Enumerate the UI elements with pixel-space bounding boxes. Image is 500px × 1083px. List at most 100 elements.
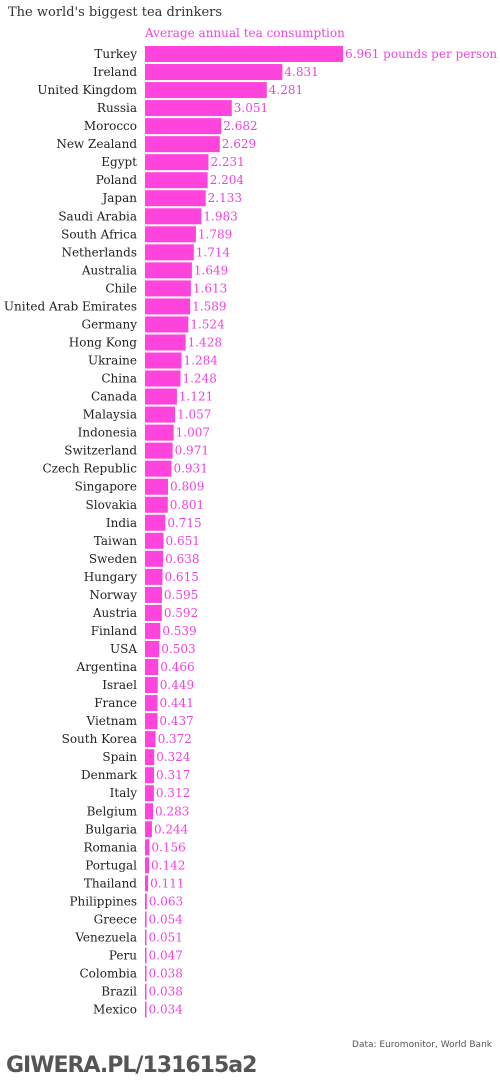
category-label: Australia [81, 263, 137, 277]
value-label: 0.615 [164, 570, 198, 584]
bar [145, 118, 222, 135]
category-label: Chile [105, 281, 137, 295]
category-label: Thailand [84, 876, 137, 890]
category-label: Romania [83, 840, 137, 854]
bar [145, 298, 191, 315]
category-label: Austria [92, 606, 137, 620]
bar [145, 226, 196, 243]
value-label: 0.038 [149, 967, 183, 981]
bar [145, 82, 267, 99]
category-label: Saudi Arabia [58, 209, 137, 223]
bar [145, 695, 158, 712]
category-label: USA [110, 642, 137, 656]
category-label: Germany [82, 317, 138, 331]
category-label: Vietnam [86, 714, 138, 728]
category-label: Portugal [85, 858, 137, 872]
bar [145, 262, 192, 279]
category-label: India [106, 516, 137, 530]
category-label: United Arab Emirates [4, 299, 137, 313]
bar [145, 875, 149, 892]
bar [145, 352, 182, 369]
bar [145, 244, 194, 261]
category-label: Indonesia [78, 426, 137, 440]
bar [145, 929, 147, 946]
value-label: 1.649 [194, 263, 228, 277]
bar [145, 604, 162, 621]
value-label: 1.057 [177, 408, 211, 422]
value-label: 0.971 [175, 444, 209, 458]
value-label: 0.324 [156, 750, 191, 764]
value-label: 0.449 [160, 678, 194, 692]
bar [145, 550, 164, 567]
bar [145, 893, 147, 910]
category-label: Israel [102, 678, 137, 692]
category-label: Canada [91, 390, 137, 404]
category-label: Ireland [93, 65, 137, 79]
value-label: 6.961 pounds per person [345, 47, 497, 61]
value-label: 4.281 [269, 83, 303, 97]
value-label: 0.317 [156, 768, 190, 782]
value-label: 0.283 [155, 804, 189, 818]
value-label: 0.038 [149, 985, 183, 999]
value-label: 0.156 [151, 840, 185, 854]
value-label: 0.801 [170, 498, 204, 512]
bar [145, 568, 163, 585]
category-label: Brazil [101, 985, 137, 999]
bar [145, 532, 164, 549]
value-label: 0.441 [160, 696, 194, 710]
bar [145, 460, 172, 477]
value-label: 0.142 [151, 858, 185, 872]
bar [145, 622, 161, 639]
category-label: Turkey [94, 47, 137, 61]
category-label: Venezuela [74, 930, 137, 944]
value-label: 0.111 [150, 876, 184, 890]
bar [145, 136, 220, 153]
category-label: Italy [110, 786, 138, 800]
bar [145, 767, 155, 784]
bar [145, 208, 202, 225]
value-label: 0.503 [161, 642, 195, 656]
value-label: 0.931 [173, 462, 207, 476]
bar [145, 64, 283, 81]
category-label: Greece [94, 912, 137, 926]
value-label: 0.244 [154, 822, 189, 836]
bar [145, 965, 147, 982]
category-label: Hong Kong [69, 335, 138, 349]
category-label: Denmark [81, 768, 138, 782]
category-label: South Africa [61, 227, 137, 241]
value-label: 2.231 [210, 155, 244, 169]
bar [145, 677, 158, 694]
category-label: Bulgaria [85, 822, 137, 836]
category-label: Japan [100, 191, 137, 205]
value-label: 0.051 [149, 930, 183, 944]
category-label: Norway [89, 588, 137, 602]
value-label: 1.613 [193, 281, 227, 295]
bar [145, 46, 343, 62]
value-label: 2.133 [208, 191, 242, 205]
category-label: Peru [109, 949, 137, 963]
value-label: 1.428 [188, 335, 222, 349]
value-label: 0.715 [167, 516, 201, 530]
bar [145, 983, 147, 1000]
bar [145, 424, 174, 441]
bar [145, 713, 158, 730]
category-label: Ukraine [88, 354, 137, 368]
bar [145, 334, 186, 351]
value-label: 0.466 [160, 660, 194, 674]
bar [145, 190, 206, 207]
value-label: 2.629 [222, 137, 256, 151]
category-label: Morocco [84, 119, 137, 133]
bar [145, 100, 232, 117]
category-label: Malaysia [83, 408, 137, 422]
value-label: 1.121 [179, 390, 213, 404]
bar [145, 911, 147, 928]
category-label: Belgium [87, 804, 138, 818]
category-label: Argentina [76, 660, 137, 674]
category-label: Poland [96, 173, 138, 187]
bar [145, 749, 155, 766]
value-label: 1.589 [192, 299, 226, 313]
value-label: 1.524 [190, 317, 225, 331]
bar [145, 586, 162, 603]
category-label: Egypt [101, 155, 137, 169]
value-label: 0.054 [149, 912, 184, 926]
